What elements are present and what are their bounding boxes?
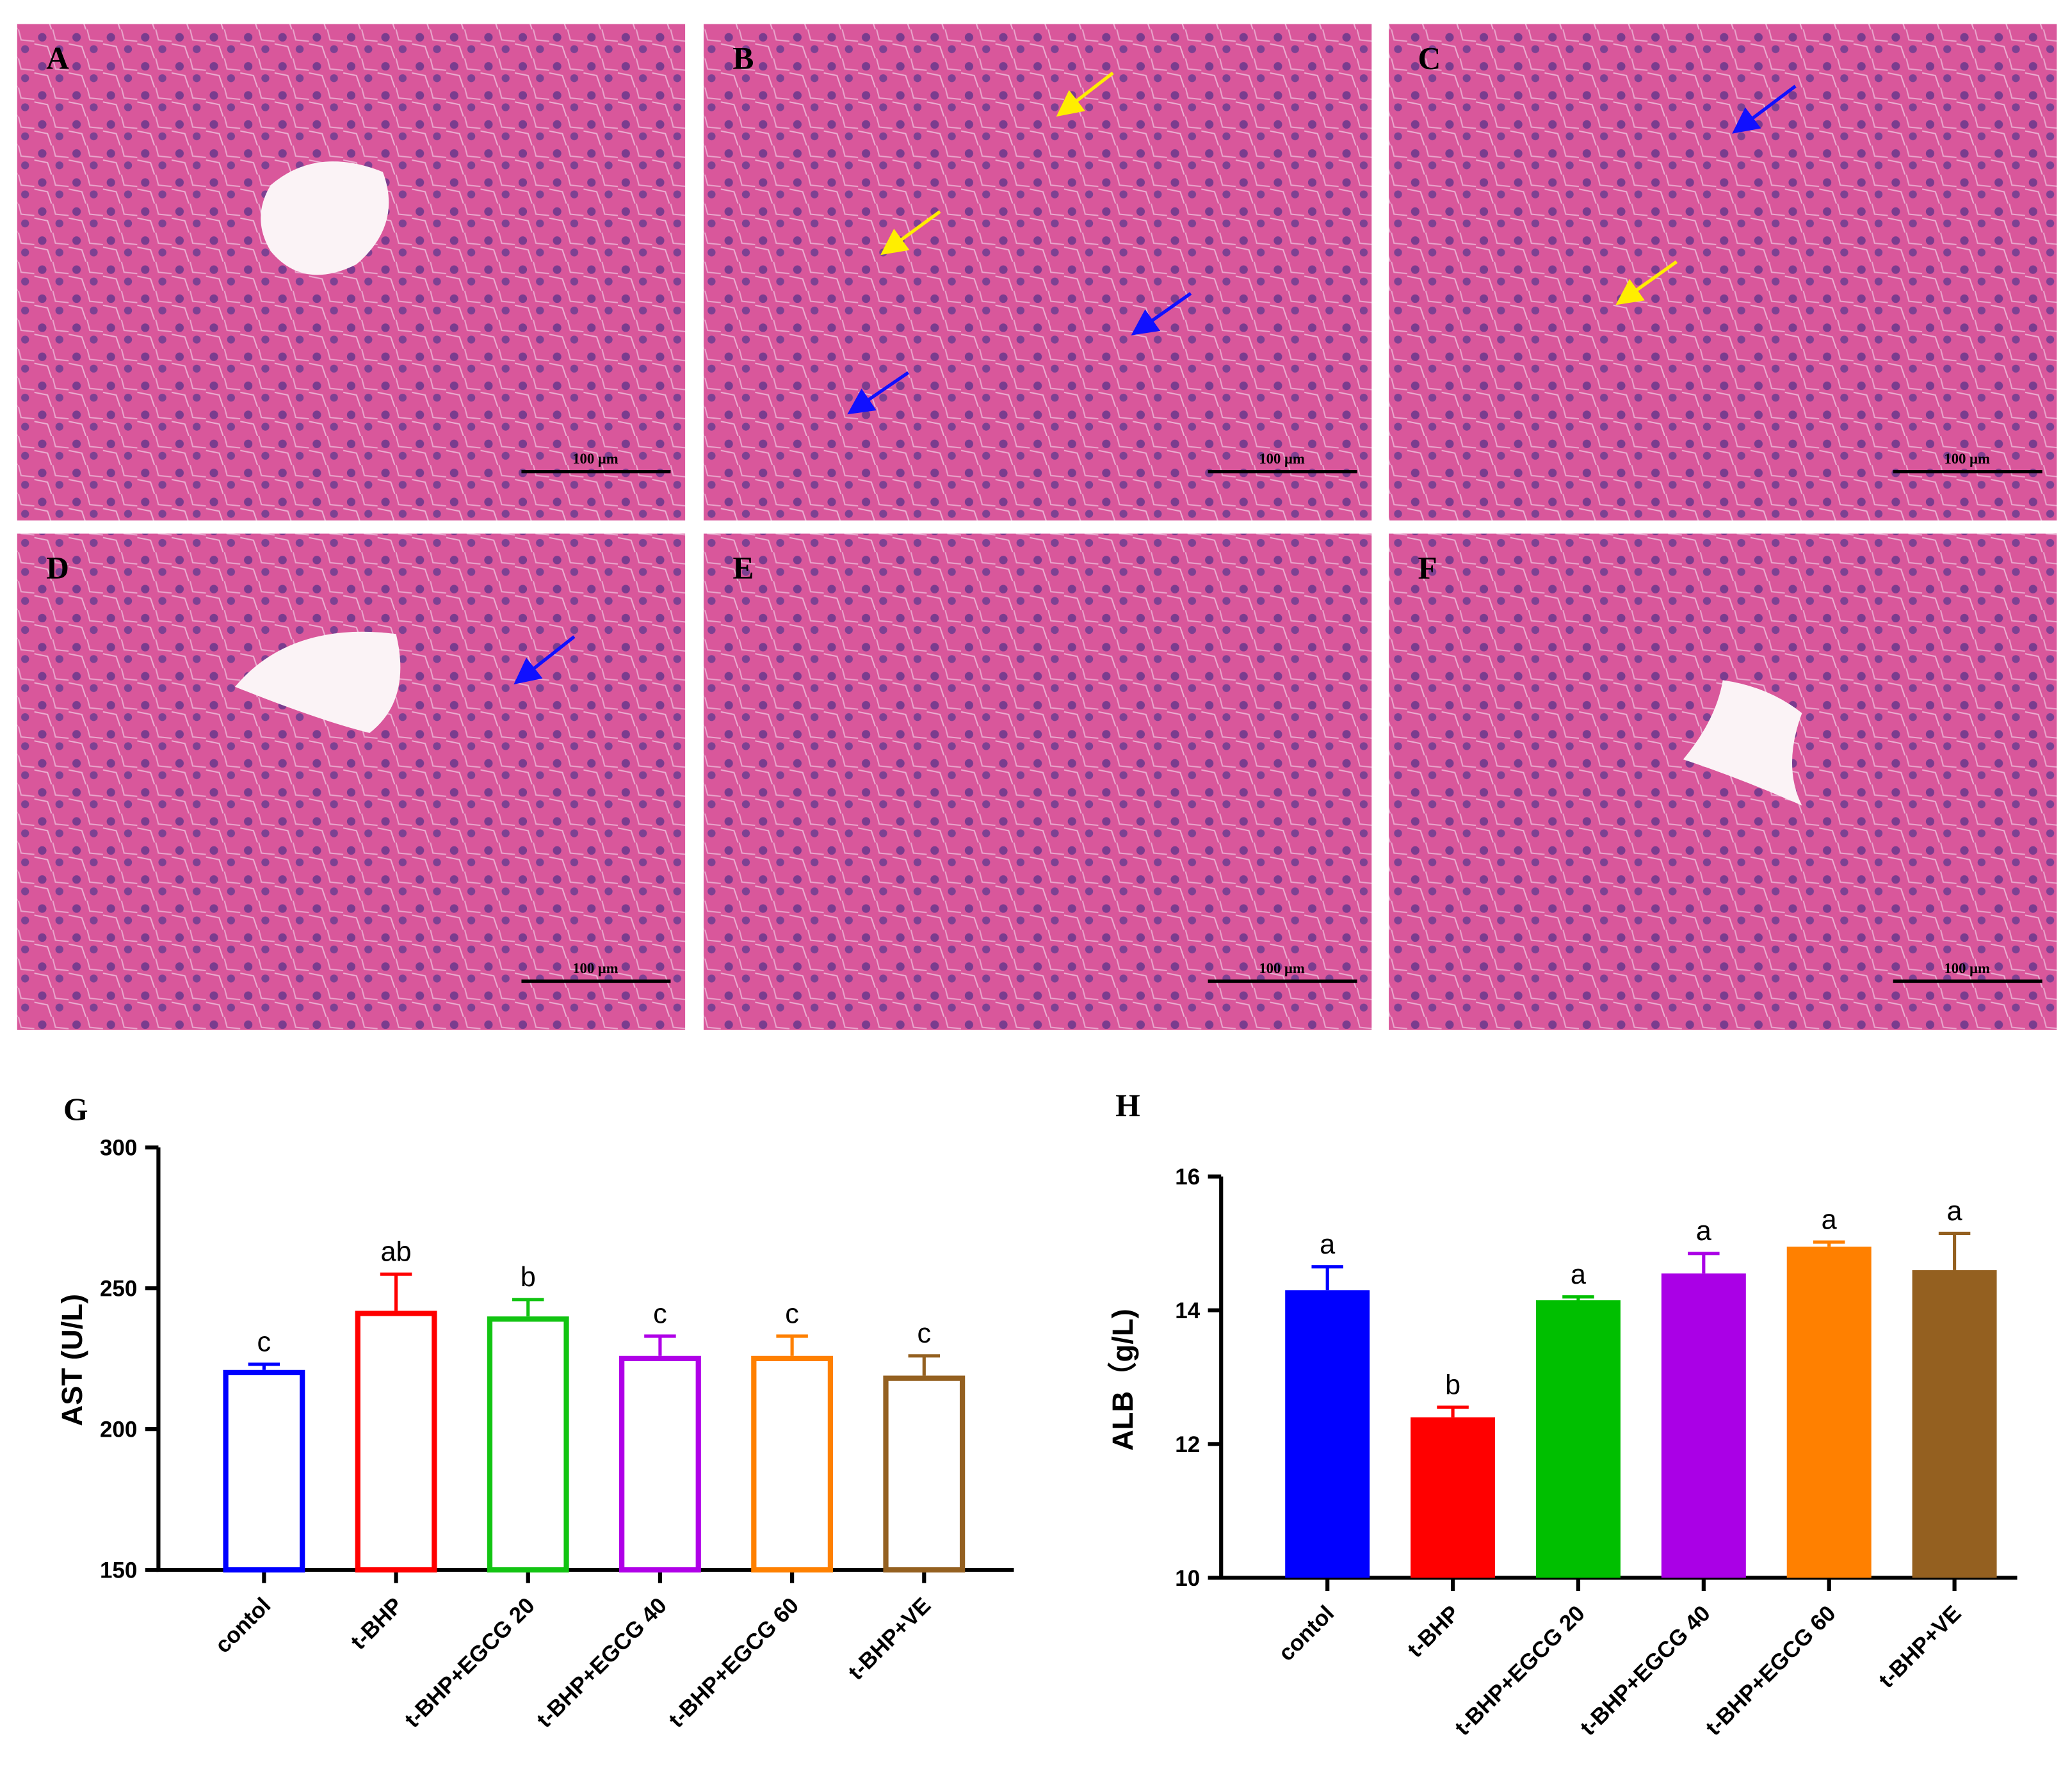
panel-label: F bbox=[1418, 551, 1437, 586]
significance-letter: c bbox=[257, 1327, 271, 1357]
x-tick-label: t-BHP bbox=[1403, 1601, 1464, 1662]
y-tick-label: 16 bbox=[1175, 1165, 1200, 1190]
arrow bbox=[1131, 292, 1192, 335]
y-tick-label: 150 bbox=[100, 1558, 137, 1583]
micrograph bbox=[17, 533, 686, 1030]
significance-letter: b bbox=[521, 1262, 536, 1293]
scale-bar-label: 100 μm bbox=[572, 451, 619, 467]
x-tick-label: t-BHP+EGCG 40 bbox=[1576, 1601, 1715, 1740]
micrograph bbox=[17, 24, 686, 521]
micrograph bbox=[703, 24, 1372, 521]
panel-label: D bbox=[46, 551, 69, 586]
y-axis-label: AST (U/L) bbox=[56, 1294, 88, 1426]
arrow bbox=[847, 371, 910, 415]
y-tick-label: 250 bbox=[100, 1277, 137, 1302]
significance-letter: a bbox=[1571, 1259, 1587, 1290]
vessel bbox=[235, 631, 401, 733]
significance-letter: ab bbox=[380, 1237, 411, 1268]
vessel bbox=[261, 161, 389, 275]
scale-bar-label: 100 μm bbox=[1259, 451, 1305, 467]
x-tick-label: t-BHP+EGCG 20 bbox=[400, 1593, 539, 1732]
bar bbox=[619, 1355, 701, 1573]
scale-bar-label: 100 μm bbox=[1944, 960, 1990, 976]
bar bbox=[1912, 1270, 1997, 1578]
x-tick-label: t-BHP+VE bbox=[1874, 1601, 1966, 1693]
significance-letter: c bbox=[917, 1318, 931, 1349]
bar bbox=[1535, 1300, 1621, 1578]
significance-letter: c bbox=[653, 1298, 667, 1329]
vessel bbox=[1683, 680, 1802, 806]
scale-bar-label: 100 μm bbox=[1259, 960, 1305, 976]
bar bbox=[487, 1316, 569, 1573]
bar bbox=[223, 1369, 305, 1573]
panel-label: E bbox=[732, 551, 754, 586]
arrow bbox=[1732, 85, 1797, 134]
bar bbox=[1661, 1273, 1746, 1578]
arrow bbox=[880, 210, 941, 255]
y-axis-label: ALB（g/L) bbox=[1106, 1309, 1139, 1451]
x-tick-label: contol bbox=[1274, 1601, 1339, 1666]
x-tick-label: t-BHP+EGCG 20 bbox=[1450, 1601, 1590, 1740]
arrow bbox=[1615, 260, 1678, 305]
bar bbox=[883, 1375, 966, 1573]
x-tick-label: t-BHP+EGCG 60 bbox=[1701, 1601, 1840, 1740]
scale-bar-label: 100 μm bbox=[1944, 451, 1990, 467]
panel-label: A bbox=[46, 41, 69, 76]
x-tick-label: t-BHP+EGCG 40 bbox=[532, 1593, 672, 1732]
y-tick-label: 300 bbox=[100, 1136, 137, 1161]
y-tick-label: 12 bbox=[1175, 1432, 1200, 1457]
significance-letter: a bbox=[1696, 1216, 1712, 1247]
x-tick-label: t-BHP+EGCG 60 bbox=[664, 1593, 804, 1732]
arrow bbox=[513, 635, 576, 684]
significance-letter: c bbox=[785, 1298, 799, 1329]
bar bbox=[1411, 1417, 1496, 1578]
panel-label: B bbox=[732, 41, 754, 76]
x-tick-label: t-BHP+VE bbox=[843, 1593, 935, 1685]
micrograph bbox=[703, 533, 1372, 1030]
scale-bar-label: 100 μm bbox=[572, 960, 619, 976]
y-tick-label: 14 bbox=[1175, 1298, 1200, 1323]
micrograph bbox=[1389, 533, 2057, 1030]
bar bbox=[355, 1311, 437, 1573]
significance-letter: b bbox=[1445, 1369, 1460, 1400]
bar bbox=[1786, 1247, 1872, 1578]
micrograph bbox=[1389, 24, 2057, 521]
y-tick-label: 200 bbox=[100, 1417, 137, 1442]
x-tick-label: t-BHP bbox=[346, 1593, 407, 1654]
x-tick-label: contol bbox=[210, 1593, 275, 1658]
significance-letter: a bbox=[1822, 1204, 1838, 1235]
panel-label: G bbox=[63, 1092, 88, 1127]
significance-letter: a bbox=[1320, 1229, 1336, 1260]
bar bbox=[1285, 1290, 1370, 1578]
y-tick-label: 10 bbox=[1175, 1566, 1200, 1591]
bar bbox=[751, 1355, 834, 1573]
panel-label: H bbox=[1115, 1088, 1140, 1123]
arrow bbox=[1056, 71, 1114, 117]
panel-label: C bbox=[1418, 41, 1441, 76]
significance-letter: a bbox=[1947, 1196, 1963, 1227]
